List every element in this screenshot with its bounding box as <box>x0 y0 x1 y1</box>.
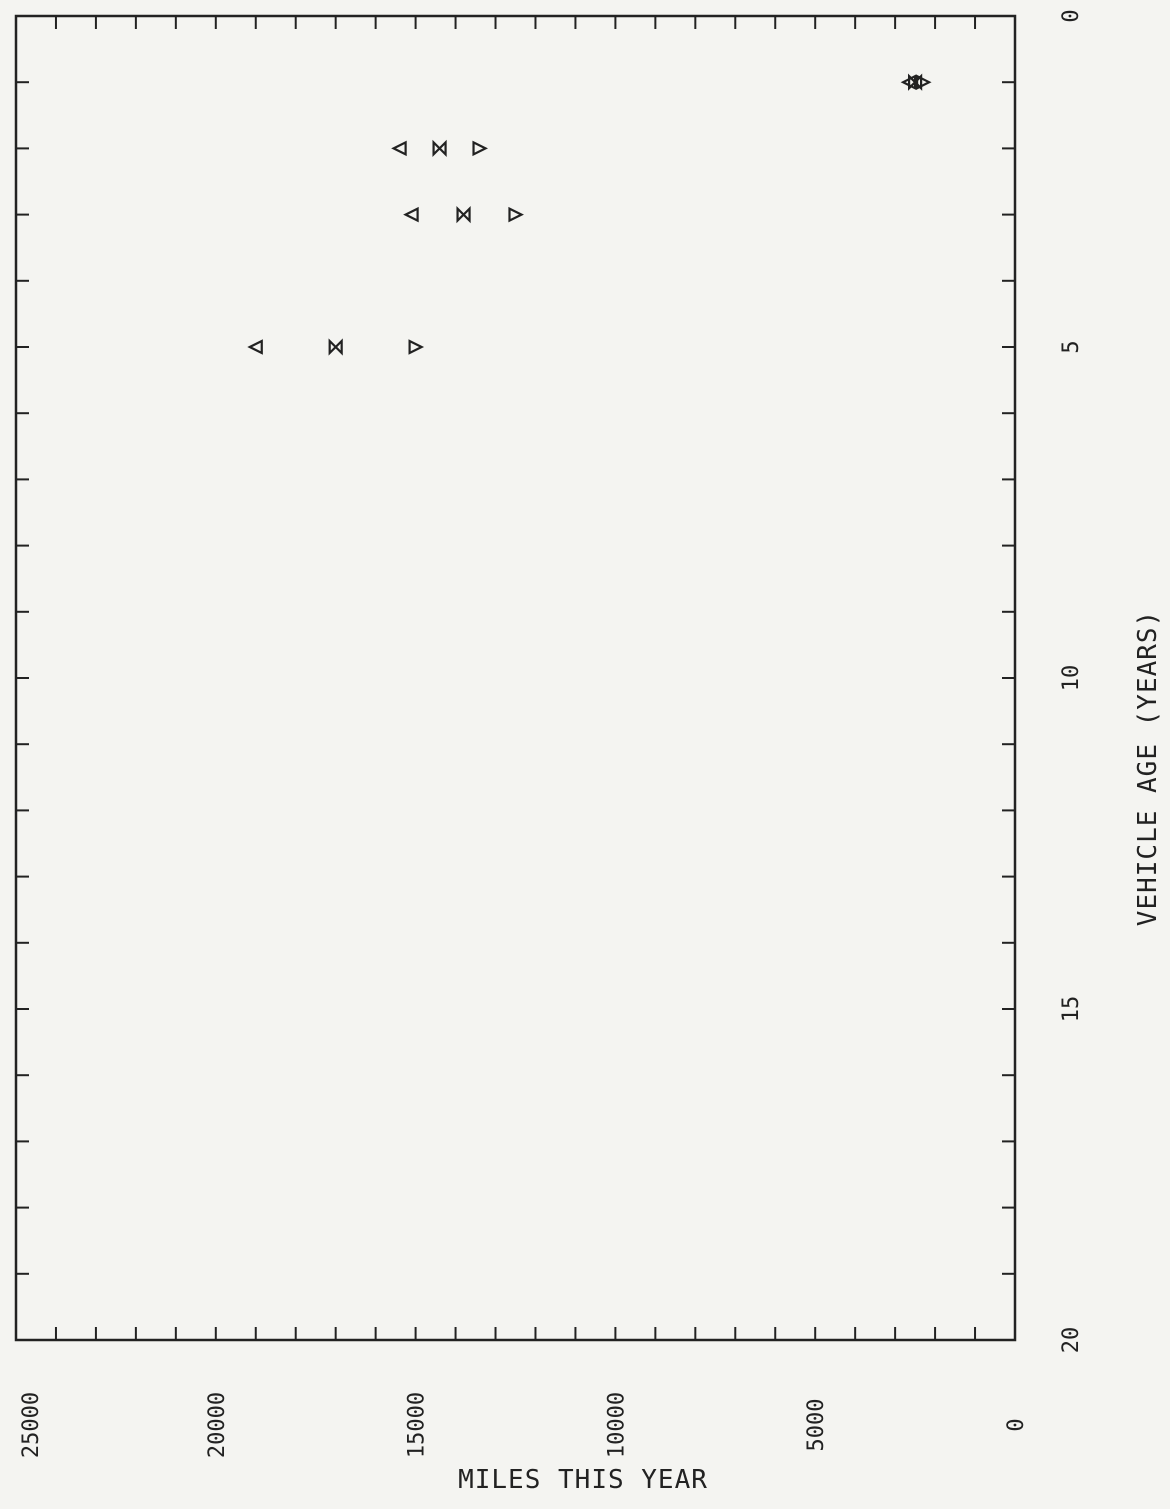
y-tick-label: 0 <box>1004 1418 1029 1431</box>
data-point-hourglass <box>328 338 343 356</box>
y-axis-label: MILES THIS YEAR <box>458 1465 708 1495</box>
data-point-triangle-down <box>508 206 524 223</box>
y-tick-label: 10000 <box>604 1392 629 1458</box>
data-point-triangle-down <box>408 339 425 355</box>
plot-frame <box>14 14 1017 1342</box>
data-point-triangle-up <box>247 339 263 355</box>
ticks-group <box>16 16 1015 1340</box>
x-tick-label: 5 <box>1059 340 1084 353</box>
x-axis-label: VEHICLE AGE (YEARS) <box>1133 610 1163 926</box>
data-marks-group <box>247 73 932 356</box>
data-point-hourglass <box>456 205 471 224</box>
data-point-hourglass <box>432 139 447 158</box>
y-tick-label: 15000 <box>405 1392 430 1458</box>
x-tick-label: 20 <box>1059 1327 1084 1354</box>
data-point-triangle-up <box>403 206 419 223</box>
data-point-triangle-up <box>391 140 407 157</box>
y-tick-label: 5000 <box>804 1399 829 1452</box>
x-tick-label: 0 <box>1059 9 1084 22</box>
y-tick-label: 25000 <box>19 1392 44 1458</box>
x-tick-label: 15 <box>1059 996 1084 1023</box>
tick-labels-group: 0 5 10 15 20 0 5000 10000 15000 20000 25000 <box>19 9 1084 1458</box>
data-point-triangle-down <box>472 140 488 157</box>
data-point-triangle-down <box>915 74 932 90</box>
x-tick-label: 10 <box>1059 665 1084 692</box>
y-tick-label: 20000 <box>205 1392 230 1458</box>
plot-frame-group <box>14 14 1017 1342</box>
